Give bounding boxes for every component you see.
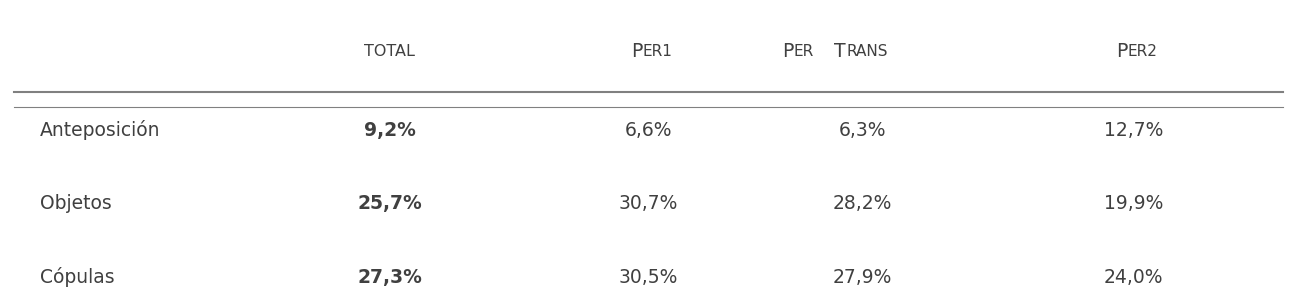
- Text: Cópulas: Cópulas: [40, 267, 115, 287]
- Text: P: P: [782, 42, 794, 61]
- Text: T: T: [834, 42, 846, 61]
- Text: P: P: [630, 42, 642, 61]
- Text: 27,9%: 27,9%: [833, 268, 892, 287]
- Text: P: P: [1115, 42, 1127, 61]
- Text: 27,3%: 27,3%: [357, 268, 422, 287]
- Text: 6,6%: 6,6%: [625, 121, 672, 140]
- Text: ER2: ER2: [1127, 44, 1157, 59]
- Text: TOTAL: TOTAL: [364, 44, 415, 59]
- Text: Objetos: Objetos: [40, 194, 112, 213]
- Text: RANS: RANS: [847, 44, 888, 59]
- Text: 30,5%: 30,5%: [619, 268, 678, 287]
- Text: 24,0%: 24,0%: [1104, 268, 1163, 287]
- Text: ER1: ER1: [642, 44, 672, 59]
- Text: 9,2%: 9,2%: [363, 121, 415, 140]
- Text: 30,7%: 30,7%: [619, 194, 678, 213]
- Text: 6,3%: 6,3%: [838, 121, 886, 140]
- Text: 25,7%: 25,7%: [357, 194, 422, 213]
- Text: 12,7%: 12,7%: [1104, 121, 1163, 140]
- Text: Anteposición: Anteposición: [40, 120, 161, 140]
- Text: 28,2%: 28,2%: [833, 194, 892, 213]
- Text: ER: ER: [794, 44, 813, 59]
- Text: 19,9%: 19,9%: [1104, 194, 1163, 213]
